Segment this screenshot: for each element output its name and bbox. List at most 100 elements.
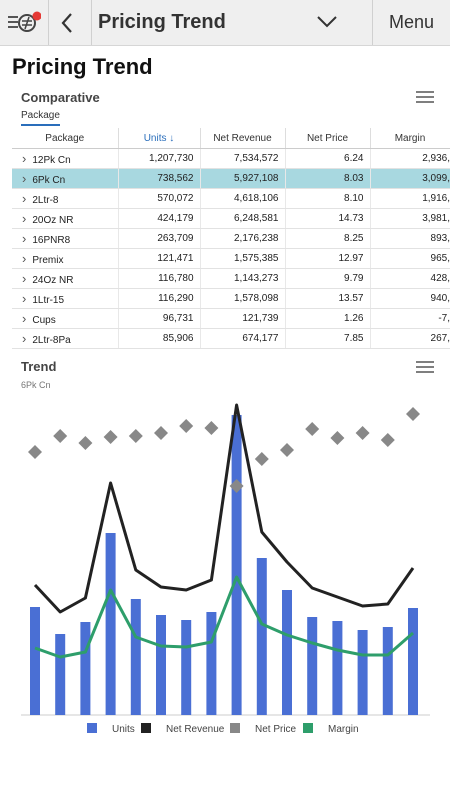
cell: 428, [370, 268, 450, 289]
marker [406, 407, 420, 421]
row-label: 20Oz NR [12, 208, 119, 229]
bar [206, 612, 217, 715]
column-header[interactable]: Margin [370, 128, 450, 149]
cell: 4,618,106 [200, 188, 286, 209]
bar [408, 608, 418, 715]
cell: 267, [370, 328, 450, 349]
row-label: 2Ltr-8 [12, 188, 119, 209]
bar [30, 607, 40, 715]
back-button[interactable] [58, 12, 78, 34]
cell: 7.85 [285, 328, 371, 349]
column-label: Units [143, 132, 167, 144]
cell: 8.10 [285, 188, 371, 209]
app-title: Pricing Trend [98, 11, 226, 33]
legend-label: Net Price [255, 724, 297, 735]
cell: 1.26 [285, 308, 371, 329]
tab[interactable]: Package [21, 110, 60, 126]
bar [156, 615, 166, 715]
marker [254, 452, 269, 466]
line [33, 403, 415, 614]
bar [256, 558, 267, 715]
menu-icon [8, 26, 18, 28]
row-label: 12Pk Cn [12, 148, 119, 169]
panel-title: Trend [21, 359, 57, 374]
marker [28, 445, 42, 459]
cell: 1,207,730 [118, 148, 201, 169]
cell: -7, [370, 308, 450, 329]
cell: 8.03 [285, 168, 371, 189]
cell: 5,927,108 [200, 168, 286, 189]
row-label: Premix [12, 248, 119, 269]
cell: 2,176,238 [200, 228, 286, 249]
bar [307, 617, 318, 715]
marker [78, 436, 93, 450]
marker [280, 443, 294, 457]
logo [18, 11, 41, 32]
legend-swatch [230, 723, 240, 733]
cell: 116,290 [118, 288, 201, 309]
page-title: Pricing Trend [12, 54, 153, 79]
panel-menu[interactable] [415, 90, 435, 104]
cell: 424,179 [118, 208, 201, 229]
cell: 738,562 [118, 168, 201, 189]
panel-menu[interactable] [415, 360, 435, 374]
legend-label: Margin [328, 724, 359, 735]
marker [154, 426, 168, 440]
cell: 3,099, [370, 168, 450, 189]
column-header[interactable]: Net Price [285, 128, 371, 149]
column-label: Net Revenue [213, 132, 272, 144]
row-label: 24Oz NR [12, 268, 119, 289]
bar [282, 590, 292, 715]
cell: 1,578,098 [200, 288, 286, 309]
row-label: 6Pk Cn [12, 168, 119, 189]
legend-swatch [141, 723, 151, 733]
column-label: Package [45, 132, 85, 144]
cell: 940, [370, 288, 450, 309]
cell: 85,906 [118, 328, 201, 349]
row-label: 2Ltr-8Pa [12, 328, 119, 349]
bar [231, 415, 242, 715]
cell: 674,177 [200, 328, 286, 349]
bar [181, 620, 192, 715]
bar [382, 627, 393, 715]
column-header[interactable]: Net Revenue [200, 128, 286, 149]
line [34, 575, 414, 659]
marker [103, 430, 118, 444]
cell: 3,981, [370, 208, 450, 229]
cell: 9.79 [285, 268, 371, 289]
column-header[interactable]: Units ↓ [118, 128, 201, 149]
column-header[interactable]: Package [12, 128, 119, 149]
panel-title: Comparative [21, 90, 100, 105]
marker [355, 426, 370, 440]
menu-icon[interactable] [8, 16, 18, 18]
bar [332, 621, 343, 715]
cell: 570,072 [118, 188, 201, 209]
cell: 1,916, [370, 188, 450, 209]
dropdown-chevron[interactable] [316, 15, 338, 29]
row-label: 1Ltr-15 [12, 288, 119, 309]
chart-subtitle: 6Pk Cn [21, 380, 51, 390]
legend-label: Net Revenue [166, 724, 225, 735]
marker [128, 429, 143, 443]
cell: 7,534,572 [200, 148, 286, 169]
cell: 14.73 [285, 208, 371, 229]
cell: 6.24 [285, 148, 371, 169]
menu-button[interactable]: Menu [389, 12, 435, 32]
cell: 1,575,385 [200, 248, 286, 269]
legend-label: Units [112, 724, 135, 735]
cell: 96,731 [118, 308, 201, 329]
bar [105, 533, 116, 715]
row-label: 16PNR8 [12, 228, 119, 249]
